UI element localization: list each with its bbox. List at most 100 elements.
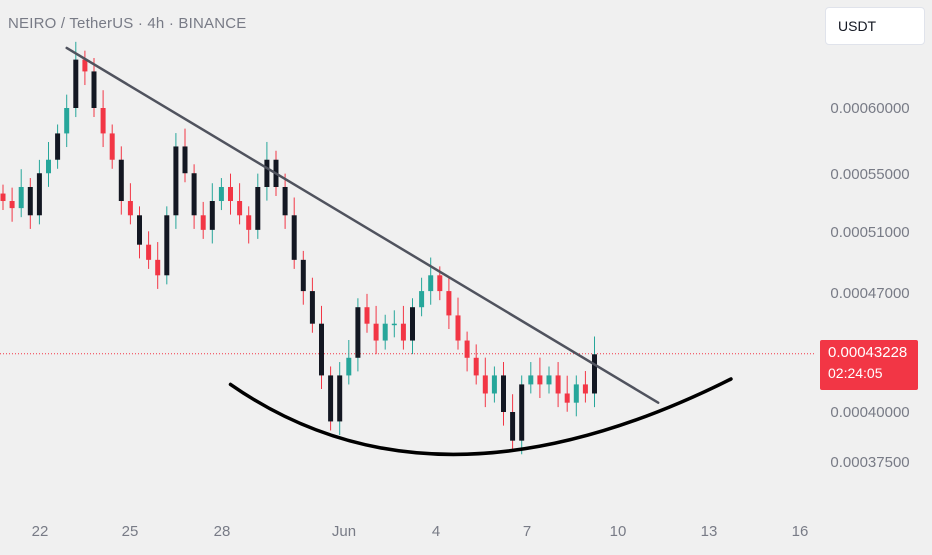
candle-body (400, 323, 406, 341)
descending-trendline[interactable] (65, 46, 660, 404)
candle (127, 183, 133, 225)
y-tick-label: 0.00060000 (830, 100, 909, 117)
y-tick-label: 0.00055000 (830, 166, 909, 183)
candle (355, 298, 361, 372)
candle-body (419, 291, 425, 308)
candle (364, 293, 370, 333)
x-tick-label: 28 (214, 523, 231, 540)
candle-body (510, 412, 516, 441)
candle-body (82, 59, 88, 72)
x-tick-label: Jun (332, 523, 356, 540)
candle (137, 206, 142, 259)
candle-body (519, 384, 525, 441)
candle (182, 128, 188, 183)
candle (373, 305, 379, 355)
candle-body (364, 307, 370, 324)
candle (55, 124, 61, 169)
candle (64, 94, 70, 148)
candle (46, 141, 51, 187)
candle (82, 50, 88, 86)
candle (419, 277, 425, 317)
candle-body (209, 201, 215, 230)
candle (446, 277, 452, 330)
y-tick-label: 0.00040000 (830, 404, 909, 421)
candle (400, 305, 406, 350)
candle (537, 357, 543, 399)
candle-body (309, 291, 315, 324)
candle (0, 184, 6, 211)
candle-body (118, 159, 124, 202)
candle (9, 187, 15, 222)
candle-body (46, 159, 51, 174)
last-price-value: 0.00043228 (828, 344, 908, 361)
candle (582, 371, 588, 403)
candle (319, 305, 324, 390)
x-tick-label: 25 (122, 523, 139, 540)
candle-body (346, 357, 352, 376)
candle-body (127, 201, 133, 216)
candle (519, 375, 525, 455)
candle (118, 146, 124, 215)
candle-body (146, 244, 152, 260)
candle-body (246, 215, 252, 230)
y-tick-label: 0.00047000 (830, 285, 909, 302)
x-tick-label: 22 (32, 523, 49, 540)
candle-body (355, 307, 361, 358)
candle-body (200, 215, 206, 230)
candle-body (73, 59, 79, 108)
candle (27, 178, 33, 229)
candle-body (218, 186, 224, 202)
candle-body (455, 315, 461, 341)
candle-body (264, 159, 270, 187)
candle (200, 201, 206, 239)
candle-body (501, 375, 506, 412)
candle (592, 336, 597, 408)
candle-body (36, 173, 42, 216)
candle-body (173, 146, 179, 216)
candle-body (391, 323, 397, 326)
candle (473, 344, 479, 385)
currency-button[interactable]: USDT (825, 7, 925, 45)
candle (18, 169, 24, 218)
candle (173, 133, 179, 229)
candle (573, 375, 579, 417)
y-tick-label: 0.00037500 (830, 454, 909, 471)
candle (109, 124, 115, 169)
candle (218, 178, 224, 211)
candle-body (555, 375, 561, 394)
candle-body (582, 384, 588, 394)
candle-body (237, 201, 243, 216)
candle-body (464, 340, 470, 358)
candle (455, 297, 461, 350)
candle-body (428, 275, 434, 292)
candle-body (328, 375, 334, 422)
candle-body (9, 201, 15, 209)
candle-body (64, 108, 70, 134)
candle-body (373, 323, 379, 341)
candle-body (537, 375, 543, 385)
candle-body (137, 215, 142, 245)
candle (228, 173, 233, 215)
x-tick-label: 7 (523, 523, 531, 540)
candle-body (300, 259, 306, 292)
x-axis: 22 25 28 Jun 4 7 10 13 16 (32, 523, 809, 540)
last-price-label: 0.00043228 02:24:05 (820, 340, 918, 390)
candle-body (573, 384, 579, 403)
candle-body (337, 375, 343, 422)
candle-body (546, 375, 552, 385)
rounding-bottom-curve[interactable] (228, 377, 733, 457)
candle-body (155, 259, 161, 276)
x-tick-label: 16 (792, 523, 809, 540)
candle-body (191, 173, 197, 216)
candle-body (564, 393, 570, 403)
candle (410, 298, 415, 355)
candle-countdown: 02:24:05 (828, 365, 883, 381)
candle (246, 206, 252, 244)
candle-body (91, 71, 97, 108)
candle (36, 159, 42, 225)
candle-body (592, 354, 597, 394)
candle (464, 331, 470, 372)
candle (291, 197, 297, 269)
